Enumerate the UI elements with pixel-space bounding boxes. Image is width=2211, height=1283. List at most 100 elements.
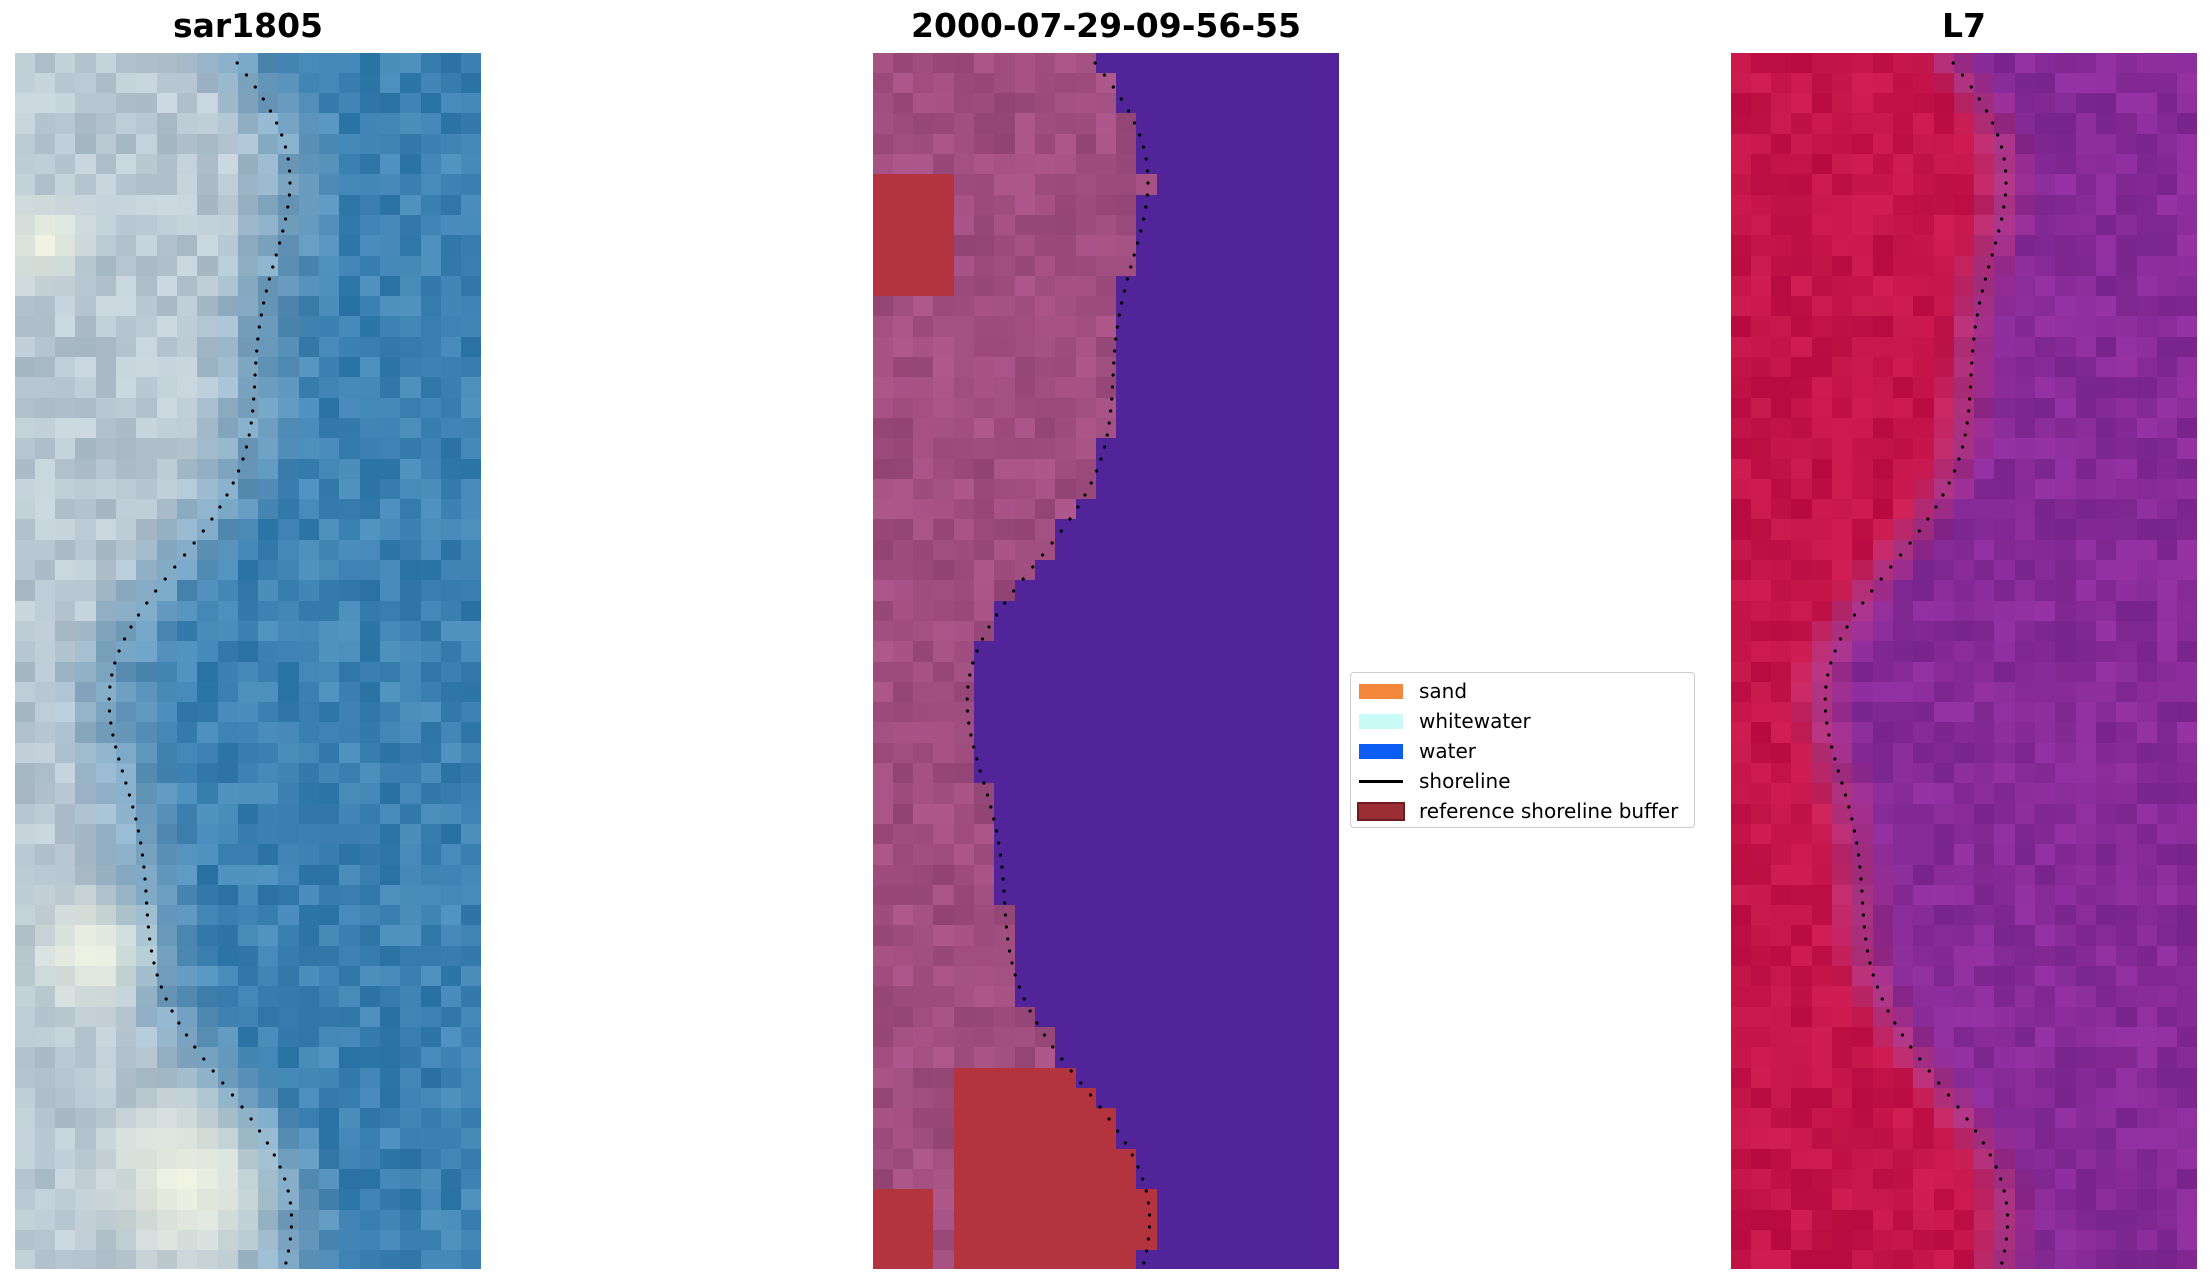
shoreline-point (1136, 1165, 1140, 1169)
shoreline-point (251, 409, 255, 413)
shoreline-point (1041, 553, 1045, 557)
shoreline-point (278, 1165, 282, 1169)
shoreline-point (1051, 1045, 1055, 1049)
shoreline-point (288, 1237, 292, 1241)
shoreline-point (1144, 1189, 1148, 1193)
shoreline-point (967, 721, 971, 725)
shoreline-point (288, 169, 292, 173)
shoreline-point (2002, 1249, 2007, 1253)
shoreline-point (2004, 1237, 2008, 1241)
shoreline-point (117, 757, 121, 761)
shoreline-point (1059, 529, 1063, 533)
shoreline-point (131, 805, 135, 809)
panel-title-date: 2000-07-29-09-56-55 (911, 6, 1301, 45)
shoreline-point (1990, 253, 1994, 257)
shoreline-point (1825, 721, 1829, 725)
shoreline-point (275, 121, 279, 125)
shoreline-point (1981, 1141, 1985, 1145)
shoreline-point (244, 445, 249, 449)
shoreline-point (1967, 409, 1971, 413)
shoreline-point (1926, 517, 1930, 521)
shoreline-point (1035, 1021, 1039, 1025)
classified-image (873, 53, 1339, 1269)
falsecolor-image (1731, 53, 2197, 1269)
shoreline-point (170, 1009, 174, 1013)
shoreline-point (1968, 385, 1973, 389)
shoreline-point (1899, 553, 1903, 557)
shoreline-point (109, 721, 113, 725)
shoreline-point (1836, 769, 1840, 773)
shoreline-point (1970, 361, 1974, 365)
shoreline-point (1117, 313, 1121, 317)
shoreline-point (1969, 85, 1973, 89)
shoreline-point (1953, 469, 1957, 473)
shoreline-point (265, 1141, 269, 1145)
shoreline-point (1144, 157, 1148, 161)
shoreline-point (145, 601, 149, 605)
shoreline-point (2002, 205, 2006, 209)
shoreline-point (1079, 1081, 1083, 1085)
shoreline-point (254, 361, 258, 365)
legend-item-shoreline: shoreline (1359, 769, 1511, 793)
shoreline-point (146, 925, 150, 929)
shoreline-point (1133, 121, 1137, 125)
legend-label: sand (1419, 679, 1468, 703)
shoreline-point (971, 661, 975, 665)
shoreline-point (1865, 949, 1870, 953)
shoreline-point (1934, 505, 1938, 509)
shoreline-point (1105, 433, 1109, 437)
shoreline-point (1838, 637, 1843, 641)
shoreline-point (1109, 409, 1113, 413)
shoreline-point (1859, 877, 1863, 881)
shoreline-point (1006, 937, 1010, 941)
shoreline-point (1147, 1225, 1151, 1229)
legend-item-whitewater: whitewater (1359, 709, 1531, 733)
shoreline-point (284, 1261, 288, 1265)
shoreline-point (111, 733, 115, 737)
shoreline-point (1102, 73, 1107, 77)
shoreline-point (1927, 1069, 1931, 1073)
shoreline-point (1129, 265, 1133, 269)
shoreline-point (1146, 181, 1150, 185)
shoreline-point (159, 985, 163, 989)
shoreline-point (1860, 889, 1864, 893)
shoreline-point (1111, 85, 1115, 89)
legend-item-sand: sand (1359, 679, 1467, 703)
shoreline-point (1947, 481, 1951, 485)
shoreline-point (1977, 97, 1981, 101)
shoreline-point (2004, 181, 2008, 185)
shoreline-point (272, 1153, 276, 1157)
shoreline-point (1909, 1045, 1913, 1049)
shoreline-point (117, 649, 121, 653)
shoreline-point (267, 277, 271, 281)
shoreline-point (1076, 505, 1080, 509)
shoreline-point (1122, 289, 1126, 293)
shoreline-point (241, 457, 245, 461)
shoreline-point (221, 1081, 225, 1085)
shoreline-point (143, 877, 147, 881)
shoreline-point (1110, 397, 1114, 401)
shoreline-point (1115, 325, 1119, 329)
shoreline-point (1972, 337, 1976, 341)
shoreline-point (281, 229, 285, 233)
shoreline-point (201, 529, 205, 533)
shoreline-point (2005, 1225, 2009, 1229)
shoreline-point (1132, 253, 1136, 257)
shoreline-point (1141, 1177, 1145, 1181)
legend-label: reference shoreline buffer (1419, 799, 1679, 823)
shoreline-point (184, 1033, 189, 1037)
shoreline-point (1042, 1033, 1047, 1037)
shoreline-point (1146, 1201, 1150, 1205)
shoreline-point (177, 1021, 181, 1025)
shoreline-point (1003, 913, 1007, 917)
legend-item-reference-buffer: reference shoreline buffer (1357, 799, 1679, 823)
shoreline-point (1974, 1129, 1978, 1133)
rgb-image-panel (15, 53, 481, 1269)
shoreline-overlay (107, 61, 294, 1265)
shoreline-point (1003, 901, 1007, 905)
shoreline-point (1021, 577, 1025, 581)
shoreline-point (1095, 469, 1099, 473)
shoreline-point (286, 157, 290, 161)
shoreline-point (2004, 169, 2008, 173)
shoreline-point (259, 313, 263, 317)
